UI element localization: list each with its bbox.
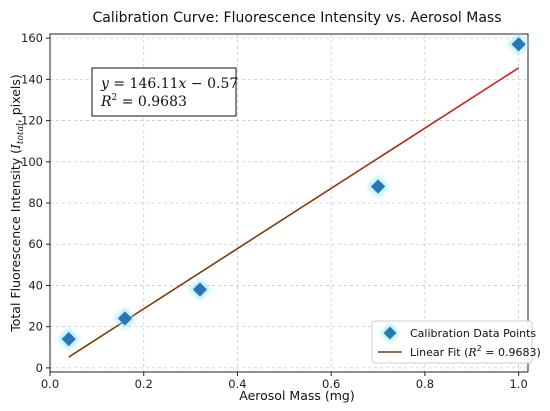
x-tick-label: 0.4 [228,377,246,391]
y-tick-label: 20 [28,320,43,334]
y-tick-label: 160 [21,31,43,45]
y-tick-label: 120 [21,114,43,128]
y-axis-label: Total Fluorescence Intensity (Itotal, pi… [8,74,26,333]
y-axis-label-sub: total [16,123,26,144]
y-tick-label: 60 [28,237,43,251]
legend: Calibration Data Points Linear Fit (R2 =… [371,320,541,364]
legend-diamond-marker [383,326,397,340]
x-tick-label: 0.2 [135,377,153,391]
data-point [370,179,386,194]
equation-line: y = 146.11x − 0.57 [100,76,238,92]
data-point [192,282,208,297]
chart-title: Calibration Curve: Fluorescence Intensit… [92,10,501,26]
y-tick-label: 80 [28,196,43,210]
y-tick-label: 0 [36,361,43,375]
x-tick-label: 0.6 [322,377,340,391]
legend-label-data: Calibration Data Points [410,327,536,340]
y-axis-label-var: I [8,143,23,150]
data-point [511,37,526,52]
x-tick-label: 0.0 [41,377,59,391]
x-tick-label: 0.8 [416,377,434,391]
r-squared-line: R2 = 0.9683 [100,93,187,110]
x-axis-label: Aerosol Mass (mg) [239,388,354,403]
equation-box: y = 146.11x − 0.57 R2 = 0.9683 [91,67,238,117]
y-axis-label-main: Total Fluorescence Intensity ( [8,149,23,333]
data-point [61,331,76,347]
y-axis-label-tail: , pixels) [8,74,23,123]
y-axis: 0 20 40 60 80 100 120 140 160 [21,31,50,375]
y-tick-label: 140 [21,72,43,86]
y-tick-label: 100 [21,155,43,169]
x-tick-label: 1.0 [509,377,527,391]
data-point [117,311,133,326]
legend-label-fit: Linear Fit (R2 = 0.9683) [410,344,541,359]
x-axis: 0.0 0.2 0.4 0.6 0.8 1.0 [41,372,528,391]
y-tick-label: 40 [28,278,43,292]
linear-fit-line [68,67,520,358]
